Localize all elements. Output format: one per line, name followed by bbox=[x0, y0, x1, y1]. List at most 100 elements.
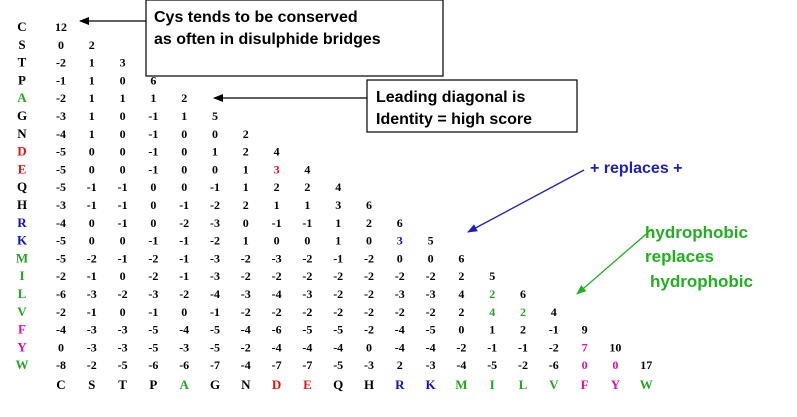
matrix-cell-f-l: 2 bbox=[520, 323, 526, 337]
matrix-cell-k-e: 0 bbox=[304, 234, 310, 248]
matrix-cell-e-t: 0 bbox=[120, 162, 126, 176]
matrix-cell-y-a: -3 bbox=[179, 340, 189, 354]
matrix-cell-l-t: -2 bbox=[118, 287, 128, 301]
matrix-cell-l-d: -4 bbox=[272, 287, 282, 301]
matrix-cell-g-a: 1 bbox=[181, 109, 187, 123]
matrix-cell-w-m: -4 bbox=[456, 358, 466, 372]
matrix-cell-k-h: 0 bbox=[366, 234, 372, 248]
row-label-a: A bbox=[17, 90, 27, 105]
matrix-cell-v-p: -1 bbox=[148, 305, 158, 319]
row-label-p: P bbox=[18, 72, 26, 87]
matrix-cell-y-y: 10 bbox=[609, 340, 621, 354]
matrix-cell-y-s: -3 bbox=[87, 340, 97, 354]
matrix-cell-f-s: -3 bbox=[87, 323, 97, 337]
matrix-cell-f-v: -1 bbox=[549, 323, 559, 337]
matrix-cell-y-c: 0 bbox=[58, 340, 64, 354]
matrix-cell-v-t: 0 bbox=[120, 305, 126, 319]
matrix-cell-a-p: 1 bbox=[150, 91, 156, 105]
matrix-cell-l-h: -2 bbox=[364, 287, 374, 301]
matrix-cell-i-p: -2 bbox=[148, 269, 158, 283]
matrix-cell-f-h: -2 bbox=[364, 323, 374, 337]
matrix-cells: 120 2-2 1 3-1 1 0 6-2 1 1 1 2-3 1 0 -1 1 5-4 1 0 -1 0 0 2-5 0 0… bbox=[55, 20, 652, 372]
plus-replaces-label: + replaces + bbox=[590, 160, 683, 177]
matrix-cell-f-i: 1 bbox=[489, 323, 495, 337]
matrix-cell-v-s: -1 bbox=[87, 305, 97, 319]
matrix-cell-e-s: 0 bbox=[89, 162, 95, 176]
matrix-cell-w-v: -6 bbox=[549, 358, 559, 372]
matrix-cell-y-f: 7 bbox=[582, 340, 588, 354]
matrix-cell-v-h: -2 bbox=[364, 305, 374, 319]
matrix-cell-e-g: 0 bbox=[212, 162, 218, 176]
matrix-cell-d-d: 4 bbox=[274, 145, 280, 159]
matrix-cell-e-d: 3 bbox=[274, 162, 280, 176]
matrix-cell-g-p: -1 bbox=[148, 109, 158, 123]
matrix-cell-m-s: -2 bbox=[87, 251, 97, 265]
matrix-cell-q-t: -1 bbox=[118, 180, 128, 194]
matrix-cell-v-l: 2 bbox=[520, 305, 526, 319]
matrix-cell-w-w: 17 bbox=[640, 358, 652, 372]
matrix-cell-m-k: 0 bbox=[428, 251, 434, 265]
matrix-cell-n-a: 0 bbox=[181, 127, 187, 141]
matrix-cell-v-g: -1 bbox=[210, 305, 220, 319]
matrix-cell-q-a: 0 bbox=[181, 180, 187, 194]
matrix-cell-n-n: 2 bbox=[243, 127, 249, 141]
matrix-cell-i-k: -2 bbox=[426, 269, 436, 283]
column-label-v: V bbox=[549, 377, 559, 392]
row-label-c: C bbox=[17, 19, 26, 34]
matrix-cell-m-p: -2 bbox=[148, 251, 158, 265]
matrix-cell-i-d: -2 bbox=[272, 269, 282, 283]
column-label-m: M bbox=[455, 377, 467, 392]
matrix-cell-d-c: -5 bbox=[56, 145, 66, 159]
matrix-cell-n-g: 0 bbox=[212, 127, 218, 141]
matrix-cell-y-d: -4 bbox=[272, 340, 282, 354]
matrix-cell-w-r: 2 bbox=[397, 358, 403, 372]
matrix-cell-d-n: 2 bbox=[243, 145, 249, 159]
matrix-cell-w-i: -5 bbox=[487, 358, 497, 372]
matrix-cell-k-k: 5 bbox=[428, 234, 434, 248]
matrix-cell-e-e: 4 bbox=[304, 162, 310, 176]
matrix-cell-g-t: 0 bbox=[120, 109, 126, 123]
matrix-cell-y-h: 0 bbox=[366, 340, 372, 354]
matrix-cell-r-a: -2 bbox=[179, 216, 189, 230]
matrix-cell-f-c: -4 bbox=[56, 323, 66, 337]
matrix-cell-c-c: 12 bbox=[55, 20, 67, 34]
matrix-cell-y-n: -2 bbox=[241, 340, 251, 354]
matrix-cell-m-d: -3 bbox=[272, 251, 282, 265]
row-label-h: H bbox=[17, 197, 27, 212]
matrix-cell-t-t: 3 bbox=[120, 56, 126, 70]
column-label-h: H bbox=[364, 377, 374, 392]
row-label-r: R bbox=[17, 215, 27, 230]
matrix-cell-y-t: -3 bbox=[118, 340, 128, 354]
matrix-cell-k-a: -1 bbox=[179, 234, 189, 248]
matrix-cell-l-e: -3 bbox=[302, 287, 312, 301]
matrix-cell-r-s: 0 bbox=[89, 216, 95, 230]
matrix-cell-p-s: 1 bbox=[89, 73, 95, 87]
matrix-cell-w-n: -4 bbox=[241, 358, 251, 372]
matrix-cell-f-r: -4 bbox=[395, 323, 405, 337]
matrix-cell-q-c: -5 bbox=[56, 180, 66, 194]
matrix-cell-w-l: -2 bbox=[518, 358, 528, 372]
row-label-f: F bbox=[18, 322, 26, 337]
matrix-cell-r-n: 0 bbox=[243, 216, 249, 230]
matrix-cell-k-t: 0 bbox=[120, 234, 126, 248]
matrix-cell-w-t: -5 bbox=[118, 358, 128, 372]
matrix-cell-i-i: 5 bbox=[489, 269, 495, 283]
matrix-cell-h-e: 1 bbox=[304, 198, 310, 212]
row-label-q: Q bbox=[17, 179, 27, 194]
matrix-cell-k-d: 0 bbox=[274, 234, 280, 248]
matrix-cell-a-t: 1 bbox=[120, 91, 126, 105]
matrix-cell-l-i: 2 bbox=[489, 287, 495, 301]
row-label-m: M bbox=[16, 250, 28, 265]
cys-callout: Cys tends to be conserved as often in di… bbox=[79, 0, 444, 77]
matrix-cell-t-c: -2 bbox=[56, 56, 66, 70]
cys-callout-line1: Cys tends to be conserved bbox=[154, 9, 358, 26]
matrix-cell-r-e: -1 bbox=[302, 216, 312, 230]
matrix-cell-f-d: -6 bbox=[272, 323, 282, 337]
matrix-cell-y-e: -4 bbox=[302, 340, 312, 354]
column-label-l: L bbox=[519, 377, 528, 392]
matrix-cell-w-k: -3 bbox=[426, 358, 436, 372]
matrix-cell-w-y: 0 bbox=[612, 358, 618, 372]
